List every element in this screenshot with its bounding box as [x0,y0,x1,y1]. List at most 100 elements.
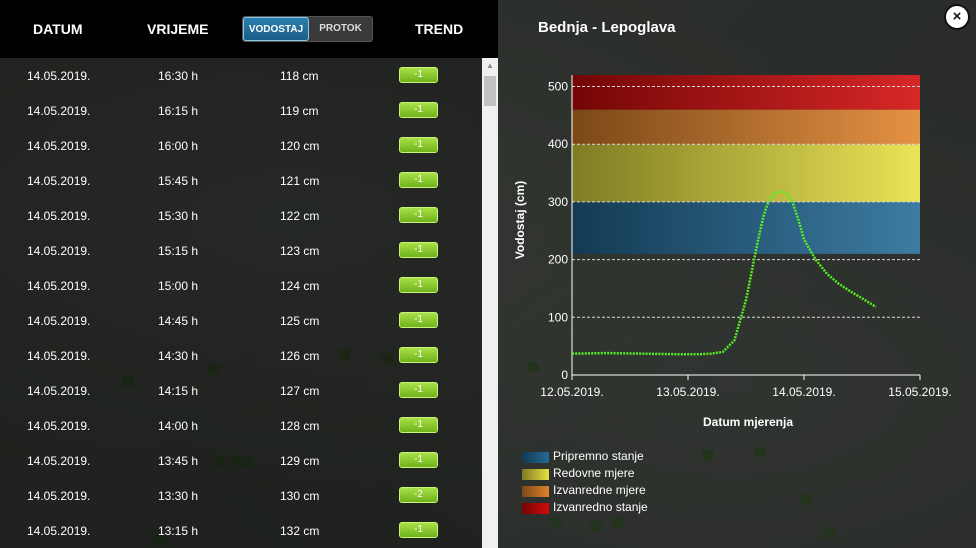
trend-badge: -1 [399,277,438,293]
scroll-thumb[interactable] [484,76,496,106]
row-level: 118 cm [280,69,319,83]
trend-badge: -1 [399,102,438,118]
table-row: 14.05.2019. 13:30 h 130 cm -2 [0,478,482,513]
table-scrollbar[interactable]: ▲ [482,58,498,548]
trend-badge: -2 [399,487,438,503]
row-date: 14.05.2019. [27,419,91,433]
protok-toggle-button[interactable]: PROTOK [319,23,362,34]
row-level: 132 cm [280,524,320,538]
map-marker [527,361,539,373]
row-level: 130 cm [280,489,320,503]
row-time: 14:15 h [158,384,199,398]
legend-swatch [522,469,549,480]
row-level: 119 cm [280,104,319,118]
row-date: 14.05.2019. [27,524,91,538]
row-time: 15:00 h [158,279,199,293]
trend-badge: -1 [399,67,438,83]
table-header: DATUM VRIJEME VODOSTAJ PROTOK TREND [0,0,498,58]
legend-swatch [522,486,549,497]
row-time: 15:45 h [158,174,199,188]
table-row: 14.05.2019. 15:00 h 124 cm -1 [0,268,482,303]
y-tick-label: 300 [548,195,568,209]
row-date: 14.05.2019. [27,139,91,153]
close-button[interactable]: × [944,4,970,30]
row-time: 16:00 h [158,139,199,153]
y-tick-label: 0 [561,368,568,382]
row-date: 14.05.2019. [27,489,91,503]
row-level: 120 cm [280,139,320,153]
row-level: 129 cm [280,454,320,468]
x-tick-label: 15.05.2019. [888,385,951,399]
row-level: 121 cm [280,174,320,188]
table-row: 14.05.2019. 15:15 h 123 cm -1 [0,233,482,268]
row-time: 14:00 h [158,419,199,433]
table-row: 14.05.2019. 13:15 h 132 cm -1 [0,513,482,548]
trend-badge: -1 [399,242,438,258]
map-marker [800,493,812,505]
row-date: 14.05.2019. [27,314,91,328]
legend-swatch [522,452,549,463]
row-level: 123 cm [280,244,320,258]
trend-badge: -1 [399,522,438,538]
trend-badge: -1 [399,452,438,468]
legend-label: Izvanredno stanje [553,500,648,514]
header-vrijeme: VRIJEME [147,21,209,37]
row-time: 13:30 h [158,489,199,503]
measurement-type-toggle: VODOSTAJ PROTOK [242,16,373,42]
chart-legend: Pripremno stanje Redovne mjere Izvanredne … [522,449,722,517]
legend-label: Izvanredne mjere [553,483,646,497]
chart-panel: 0 100 200 300 400 500 12.05.2019. 13.05.2019. 14… [498,0,976,548]
y-tick-label: 200 [548,253,568,267]
vodostaj-toggle-button[interactable]: VODOSTAJ [243,17,309,41]
row-level: 124 cm [280,279,320,293]
table-row: 14.05.2019. 14:30 h 126 cm -1 [0,338,482,373]
table-row: 14.05.2019. 16:30 h 118 cm -1 [0,58,482,93]
trend-badge: -1 [399,347,438,363]
measurement-table-panel: DATUM VRIJEME VODOSTAJ PROTOK TREND 14.0… [0,0,498,548]
row-level: 125 cm [280,314,320,328]
legend-item[interactable]: Izvanredne mjere [522,483,722,500]
row-time: 14:30 h [158,349,199,363]
scroll-up-arrow-icon[interactable]: ▲ [486,61,494,70]
row-time: 16:30 h [158,69,199,83]
header-trend: TREND [415,21,464,37]
y-axis-title: Vodostaj (cm) [513,181,527,259]
threshold-band [572,75,920,110]
row-date: 14.05.2019. [27,69,91,83]
table-row: 14.05.2019. 16:00 h 120 cm -1 [0,128,482,163]
row-time: 13:45 h [158,454,199,468]
trend-badge: -1 [399,382,438,398]
table-row: 14.05.2019. 15:45 h 121 cm -1 [0,163,482,198]
y-tick-label: 100 [548,310,568,324]
legend-item[interactable]: Pripremno stanje [522,449,722,466]
trend-badge: -1 [399,137,438,153]
water-level-series-line [571,190,877,356]
trend-badge: -1 [399,417,438,433]
water-level-chart: 0 100 200 300 400 500 12.05.2019. 13.05.2019. 14… [513,75,952,429]
x-tick-label: 12.05.2019. [540,385,603,399]
row-date: 14.05.2019. [27,454,91,468]
legend-item[interactable]: Izvanredno stanje [522,500,722,517]
table-row: 14.05.2019. 13:45 h 129 cm -1 [0,443,482,478]
table-rows: 14.05.2019. 16:30 h 118 cm -1 14.05.2019. 16:… [0,58,482,548]
row-level: 122 cm [280,209,320,223]
row-time: 15:30 h [158,209,199,223]
row-time: 13:15 h [158,524,199,538]
trend-badge: -1 [399,172,438,188]
legend-item[interactable]: Redovne mjere [522,466,722,483]
threshold-band [572,109,920,145]
legend-label: Pripremno stanje [553,449,644,463]
legend-label: Redovne mjere [553,466,635,480]
table-row: 14.05.2019. 16:15 h 119 cm -1 [0,93,482,128]
table-row: 14.05.2019. 14:15 h 127 cm -1 [0,373,482,408]
map-marker [702,449,714,461]
row-level: 128 cm [280,419,320,433]
row-level: 126 cm [280,349,320,363]
legend-swatch [522,503,549,514]
table-row: 14.05.2019. 15:30 h 122 cm -1 [0,198,482,233]
map-marker [550,516,562,528]
table-row: 14.05.2019. 14:45 h 125 cm -1 [0,303,482,338]
map-marker [590,520,602,532]
trend-badge: -1 [399,207,438,223]
x-axis-title: Datum mjerenja [703,415,793,429]
